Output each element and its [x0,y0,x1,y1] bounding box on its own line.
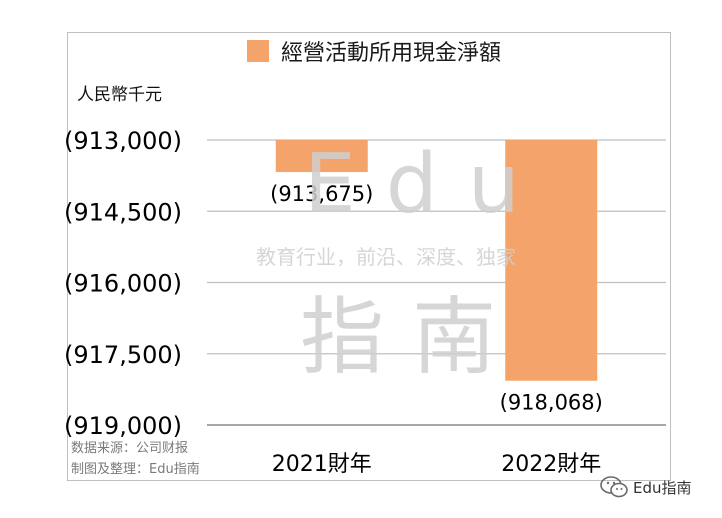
data-label: (913,675) [270,182,373,206]
brand-mark: Edu指南 [600,476,692,498]
wechat-icon [600,476,628,498]
data-labels: (913,675) (918,068) [270,182,603,415]
source-line-data: 数据来源：公司财报 [71,441,189,456]
chart-frame [67,32,671,481]
bar [275,140,368,173]
watermark-cjk: 指南 [300,288,524,386]
y-tick-label: (917,500) [64,341,182,369]
x-tick-label: 2022財年 [501,452,601,477]
x-axis-ticks: 2021財年 2022財年 [272,452,602,477]
legend-label: 經營活動所用現金淨額 [281,41,502,66]
y-tick-label: (913,000) [64,127,182,155]
source-note: 数据来源：公司财报 制图及整理：Edu指南 [71,438,200,480]
legend-swatch [247,40,269,62]
watermark-latin: Edu [304,137,550,232]
bars [275,140,598,381]
y-axis-ticks: (913,000) (914,500) (916,000) (917,500) (919… [64,127,182,440]
y-tick-label: (919,000) [64,412,182,440]
legend: 經營活動所用現金淨額 [247,34,501,68]
bar [505,140,598,381]
y-tick-label: (914,500) [64,198,182,226]
brand-label: Edu指南 [633,478,692,497]
y-tick-label: (916,000) [64,270,182,298]
watermark: Edu 教育行业，前沿、深度、独家 指南 [256,137,550,386]
x-tick-label: 2021財年 [272,452,372,477]
source-line-credit: 制图及整理：Edu指南 [71,462,200,477]
y-axis-unit-label: 人民幣千元 [77,85,162,105]
data-label: (918,068) [500,391,603,415]
watermark-tagline: 教育行业，前沿、深度、独家 [256,245,516,269]
